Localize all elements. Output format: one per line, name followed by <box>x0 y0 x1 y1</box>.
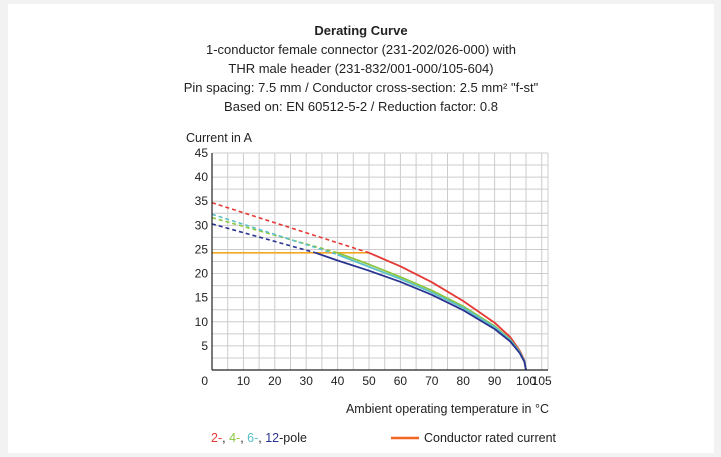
y-tick-label: 5 <box>201 339 208 353</box>
chart-frame: Derating Curve 1-conductor female connec… <box>8 4 714 453</box>
derating-chart: Derating Curve 1-conductor female connec… <box>184 23 557 445</box>
legend-pole-entries: 2-, 4-, 6-, 12-pole <box>211 431 307 445</box>
y-tick-label: 25 <box>195 242 209 256</box>
legend: 2-, 4-, 6-, 12-pole Conductor rated curr… <box>211 431 557 445</box>
y-tick-label: 10 <box>195 315 209 329</box>
x-tick-label: 60 <box>394 374 408 388</box>
x-tick-label: 70 <box>425 374 439 388</box>
legend-pole-text: 12 <box>265 431 279 445</box>
y-tick-label: 20 <box>195 267 209 281</box>
legend-rated-label: Conductor rated current <box>424 431 557 445</box>
x-tick-label: 40 <box>331 374 345 388</box>
legend-pole-text: -pole <box>279 431 307 445</box>
x-tick-label: 80 <box>457 374 471 388</box>
x-tick-label: 105 <box>532 374 552 388</box>
x-tick-label: 90 <box>488 374 502 388</box>
y-tick-label: 40 <box>195 170 209 184</box>
x-tick-label: 20 <box>268 374 282 388</box>
legend-pole-text: , <box>258 431 265 445</box>
legend-pole-text: 2- <box>211 431 222 445</box>
x-axis-label: Ambient operating temperature in °C <box>346 402 549 416</box>
y-tick-label: 15 <box>195 291 209 305</box>
legend-pole-text: 6- <box>247 431 258 445</box>
y-tick-label: 30 <box>195 218 209 232</box>
axes <box>211 153 548 371</box>
legend-pole-text: 4- <box>229 431 240 445</box>
series-12-pole-curve <box>315 251 527 371</box>
subtitle-line-4: Based on: EN 60512-5-2 / Reduction facto… <box>224 99 498 114</box>
series-layer <box>211 201 527 371</box>
series-12-pole-extrapolated <box>211 223 316 254</box>
x-tick-label: 10 <box>237 374 251 388</box>
legend-pole-text: , <box>240 431 247 445</box>
subtitle-line-2: THR male header (231-832/001-000/105-604… <box>228 61 493 76</box>
subtitle-line-3: Pin spacing: 7.5 mm / Conductor cross-se… <box>184 80 539 95</box>
x-tick-label: 50 <box>362 374 376 388</box>
legend-pole-text: , <box>222 431 229 445</box>
x-tick-label: 100 <box>516 374 536 388</box>
x-tick-label: 0 <box>201 374 208 388</box>
series-6-pole-extrapolated <box>211 213 338 256</box>
y-tick-label: 45 <box>195 146 209 160</box>
y-axis-label: Current in A <box>186 131 253 145</box>
chart-title: Derating Curve <box>314 23 407 38</box>
subtitle-line-1: 1-conductor female connector (231-202/02… <box>206 42 516 57</box>
x-tick-label: 30 <box>300 374 314 388</box>
grid <box>212 152 549 370</box>
y-tick-label: 35 <box>195 194 209 208</box>
